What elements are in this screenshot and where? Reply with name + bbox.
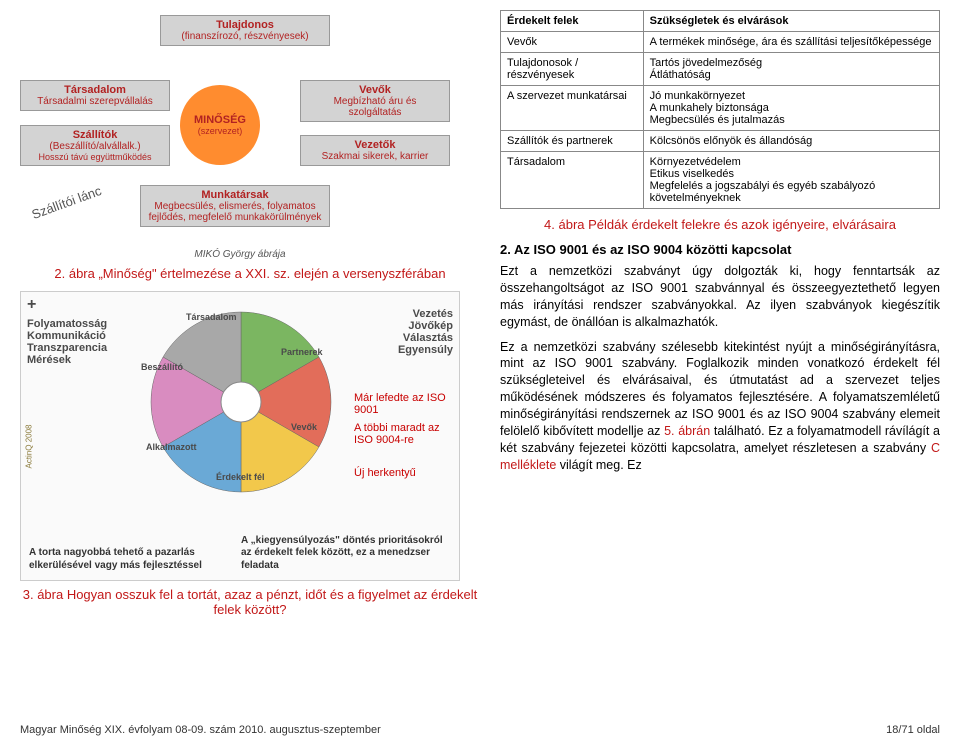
- th-stakeholders: Érdekelt felek: [501, 11, 644, 32]
- table-row: Vevők A termékek minősége, ára és szállí…: [501, 32, 940, 53]
- left-column: Társadalom Társadalmi szerepvállalás Szá…: [20, 10, 480, 627]
- d1-box-leaders: Vezetők Szakmai sikerek, karrier: [300, 135, 450, 166]
- cell-c2: Tartós jövedelmezőség Átláthatóság: [643, 53, 939, 86]
- d1-suppliers-title: Szállítók: [27, 129, 163, 141]
- table-row: Tulajdonosok / részvényesek Tartós jöved…: [501, 53, 940, 86]
- th-needs: Szükségletek és elvárások: [643, 11, 939, 32]
- cell-c1: Társadalom: [501, 152, 644, 209]
- cell-c2: Kölcsönös előnyök és állandóság: [643, 131, 939, 152]
- d1-society-sub: Társadalmi szerepvállalás: [27, 96, 163, 107]
- d1-quality-title: MINŐSÉG: [194, 114, 246, 126]
- cell-c2: A termékek minősége, ára és szállítási t…: [643, 32, 939, 53]
- footer-left: Magyar Minőség XIX. évfolyam 08-09. szám…: [20, 724, 381, 736]
- paragraph-1: Ezt a nemzetközi szabványt úgy dolgozták…: [500, 263, 940, 331]
- d2-s-alk: Alkalmazott: [146, 442, 197, 452]
- table-row: Társadalom Környezetvédelem Etikus visel…: [501, 152, 940, 209]
- d1-slant-text: Szállítói lánc: [30, 183, 104, 222]
- table-row: A szervezet munkatársai Jó munkakörnyeze…: [501, 86, 940, 131]
- d1-owner-title: Tulajdonos: [167, 19, 323, 31]
- d2-s-tarsadalom: Társadalom: [186, 312, 237, 322]
- d2-watermark: ActinQ 2008: [25, 424, 34, 468]
- d2-s-besz: Beszállító: [141, 362, 183, 372]
- d2-pie-center: [221, 382, 261, 422]
- fig2-caption: 2. ábra „Minőség" értelmezése a XXI. sz.…: [20, 266, 480, 281]
- d2-annot-left: A torta nagyobbá tehető a pazarlás elker…: [29, 547, 204, 572]
- section-2-heading: 2. Az ISO 9001 és az ISO 9004 közötti ka…: [500, 242, 940, 257]
- d1-society-title: Társadalom: [27, 84, 163, 96]
- d1-leaders-sub: Szakmai sikerek, karrier: [307, 151, 443, 162]
- d1-staff-title: Munkatársak: [147, 189, 323, 201]
- d2-left-labels: Folyamatosság Kommunikáció Transzparenci…: [27, 318, 107, 366]
- table-row: Szállítók és partnerek Kölcsönös előnyök…: [501, 131, 940, 152]
- d1-leaders-title: Vezetők: [307, 139, 443, 151]
- d2-red-rest: A többi maradt az ISO 9004-re: [354, 422, 449, 446]
- d1-box-owner: Tulajdonos (finanszírozó, részvényesek): [160, 15, 330, 46]
- cell-c1: Vevők: [501, 32, 644, 53]
- d1-box-society: Társadalom Társadalmi szerepvállalás: [20, 80, 170, 111]
- cell-c2: Környezetvédelem Etikus viselkedés Megfe…: [643, 152, 939, 209]
- paragraph-2: Ez a nemzetközi szabvány szélesebb kitek…: [500, 339, 940, 474]
- d2-s-vevok: Vevők: [291, 422, 317, 432]
- cell-c1: Tulajdonosok / részvényesek: [501, 53, 644, 86]
- diagram-pie-stakeholders: + Folyamatosság Kommunikáció Transzparen…: [20, 291, 460, 581]
- diagram-quality-stakeholders: Társadalom Társadalmi szerepvállalás Szá…: [20, 10, 460, 260]
- d1-quality-sub: (szervezet): [198, 126, 243, 136]
- d2-s-partnerek: Partnerek: [281, 347, 323, 357]
- d1-buyers-sub: Megbízható áru és szolgáltatás: [307, 96, 443, 118]
- d2-annot-right: A „kiegyensúlyozás" döntés prioritásokró…: [241, 535, 451, 573]
- d1-suppliers-sub2: Hosszú távú együttműködés: [27, 152, 163, 162]
- d1-staff-sub: Megbecsülés, elismerés, folyamatos fejlő…: [147, 201, 323, 223]
- d1-box-suppliers: Szállítók (Beszállító/alvállalk.) Hosszú…: [20, 125, 170, 166]
- stakeholder-table: Érdekelt felek Szükségletek és elvárások…: [500, 10, 940, 209]
- cell-c2: Jó munkakörnyezet A munkahely biztonsága…: [643, 86, 939, 131]
- d1-buyers-title: Vevők: [307, 84, 443, 96]
- footer-right: 18/71 oldal: [886, 724, 940, 736]
- cell-c1: Szállítók és partnerek: [501, 131, 644, 152]
- d2-right-labels: Vezetés Jövőkép Választás Egyensúly: [398, 308, 453, 356]
- fig3-caption: 3. ábra Hogyan osszuk fel a tortát, azaz…: [20, 587, 480, 617]
- right-column: Érdekelt felek Szükségletek és elvárások…: [500, 10, 940, 627]
- d1-box-buyers: Vevők Megbízható áru és szolgáltatás: [300, 80, 450, 122]
- fig4-caption: 4. ábra Példák érdekelt felekre és azok …: [500, 217, 940, 232]
- para2-fig5-ref: 5. ábrán: [664, 424, 710, 438]
- d2-red-new: Új herkentyű: [354, 467, 449, 479]
- para2e: világít meg. Ez: [560, 458, 642, 472]
- d1-attribution: MIKÓ György ábrája: [20, 249, 460, 260]
- d1-suppliers-sub: (Beszállító/alvállalk.): [27, 141, 163, 152]
- d2-plus-icon: +: [27, 296, 36, 314]
- page-footer: Magyar Minőség XIX. évfolyam 08-09. szám…: [20, 724, 940, 736]
- cell-c1: A szervezet munkatársai: [501, 86, 644, 131]
- d1-owner-sub: (finanszírozó, részvényesek): [167, 31, 323, 42]
- d2-s-erdekelt: Érdekelt fél: [216, 472, 265, 482]
- d2-red-already: Már lefedte az ISO 9001: [354, 392, 449, 416]
- d1-box-staff: Munkatársak Megbecsülés, elismerés, foly…: [140, 185, 330, 227]
- d1-quality-circle: MINŐSÉG (szervezet): [180, 85, 260, 165]
